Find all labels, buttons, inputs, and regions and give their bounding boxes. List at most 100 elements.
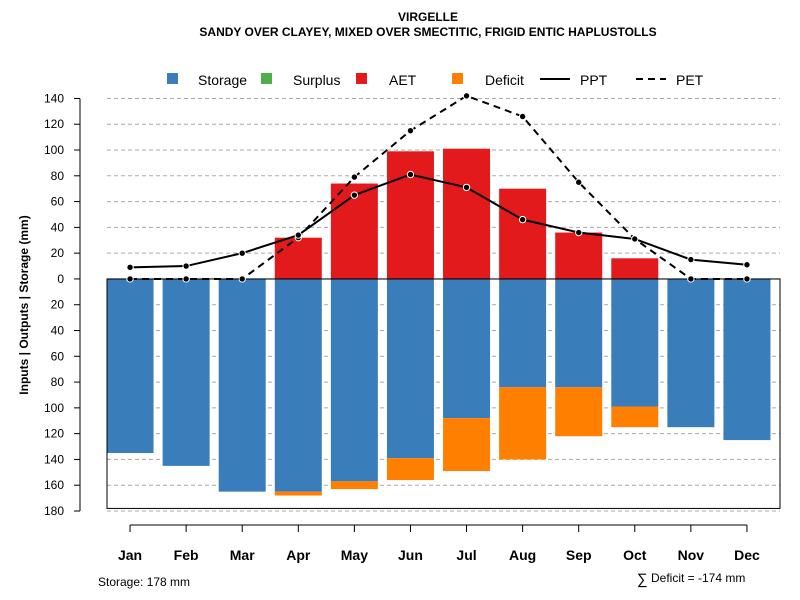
storage-bar xyxy=(667,278,715,428)
deficit-bar xyxy=(555,387,603,437)
storage-bar xyxy=(218,278,266,492)
ppt-line-point xyxy=(631,235,639,243)
storage-bar xyxy=(274,278,322,492)
y-tick-label: 140 xyxy=(44,91,64,105)
y-tick-label: 120 xyxy=(44,117,64,131)
pet-line-point xyxy=(182,275,190,283)
x-tick-label: May xyxy=(341,547,368,563)
legend-label-deficit: Deficit xyxy=(485,72,524,88)
y-tick-label: 20 xyxy=(51,246,65,260)
deficit-bar xyxy=(330,481,378,490)
aet-bar xyxy=(386,151,434,279)
aet-bar xyxy=(274,237,322,279)
legend-label-aet: AET xyxy=(389,72,417,88)
legend-swatch-deficit xyxy=(452,73,463,84)
legend-label-ppt: PPT xyxy=(580,72,608,88)
storage-bar xyxy=(611,278,659,407)
storage-bar xyxy=(106,278,154,453)
legend-swatch-surplus xyxy=(261,73,272,84)
pet-line-point xyxy=(743,275,751,283)
storage-bar xyxy=(555,278,603,388)
pet-line-point xyxy=(406,126,415,135)
y-axis-label: Inputs | Outputs | Storage (mm) xyxy=(17,215,31,394)
y-tick-label: 180 xyxy=(44,504,64,518)
storage-bar xyxy=(162,278,210,466)
y-tick-label: 120 xyxy=(44,427,64,441)
y-tick-label: 20 xyxy=(51,298,65,312)
legend-label-surplus: Surplus xyxy=(293,72,340,88)
x-tick-label: Nov xyxy=(678,547,705,563)
ppt-line-point xyxy=(182,262,190,270)
y-tick-label: 40 xyxy=(51,220,65,234)
ppt-line-point xyxy=(575,228,583,237)
pet-line-point xyxy=(350,173,359,181)
storage-bar xyxy=(330,278,378,482)
y-tick-label: 100 xyxy=(44,143,64,157)
pet-line xyxy=(130,94,747,280)
bars xyxy=(106,148,771,496)
storage-annotation: Storage: 178 mm xyxy=(98,575,190,589)
y-tick-label: 0 xyxy=(57,272,64,286)
legend-swatch-aet xyxy=(356,73,367,84)
deficit-annotation: Deficit = -174 mm xyxy=(651,571,745,585)
y-tick-label: 80 xyxy=(51,375,65,389)
aet-bar xyxy=(611,258,659,279)
pet-line-point xyxy=(126,275,134,283)
x-tick-label: Sep xyxy=(566,547,592,563)
y-tick-label: 100 xyxy=(44,401,64,415)
x-tick-label: Feb xyxy=(174,547,199,563)
ppt-line-point xyxy=(462,183,471,192)
ppt-line-point xyxy=(406,170,415,179)
ppt-line-point xyxy=(126,263,134,272)
y-tick-label: 60 xyxy=(51,349,65,363)
chart-title: VIRGELLE xyxy=(398,10,458,24)
x-tick-label: Jun xyxy=(398,547,423,563)
plot-frame xyxy=(106,278,781,509)
pet-line-point xyxy=(575,178,583,186)
storage-bar xyxy=(499,278,547,388)
legend-label-storage: Storage xyxy=(198,72,247,88)
deficit-bar xyxy=(443,418,491,472)
aet-bar xyxy=(330,183,378,279)
pet-line-point xyxy=(238,275,246,283)
chart-subtitle: SANDY OVER CLAYEY, MIXED OVER SMECTITIC,… xyxy=(199,25,656,39)
storage-bar xyxy=(386,278,434,459)
ppt-line xyxy=(130,173,748,269)
y-tick-label: 60 xyxy=(51,195,65,209)
pet-line-point xyxy=(687,275,695,283)
pet-line-point xyxy=(518,112,527,121)
y-axis: 140 120 100 80 60 40 20 0 20 40 60 80 100 120 140 160 18… xyxy=(44,91,81,518)
y-tick-label: 80 xyxy=(51,169,65,183)
pet-line-point xyxy=(462,92,471,100)
aet-bar xyxy=(555,232,603,279)
x-tick-label: Aug xyxy=(509,547,536,563)
legend: Storage Surplus AET Deficit PPT PET xyxy=(167,72,704,88)
y-tick-label: 40 xyxy=(51,324,65,338)
x-tick-label: Jan xyxy=(118,547,142,563)
deficit-bar xyxy=(499,387,547,460)
deficit-bar xyxy=(274,491,322,496)
x-tick-label: Apr xyxy=(286,547,311,563)
deficit-bar xyxy=(611,406,659,428)
x-tick-label: Mar xyxy=(230,547,255,563)
x-tick-label: Dec xyxy=(734,547,760,563)
ppt-line-point xyxy=(687,255,695,264)
ppt-line-point xyxy=(238,249,246,257)
deficit-bar xyxy=(386,458,434,481)
legend-swatch-storage xyxy=(167,73,178,84)
y-tick-label: 140 xyxy=(44,452,64,466)
aet-bar xyxy=(443,148,491,279)
x-axis: Jan Feb Mar Apr May Jun Jul Aug Sep Oct Nov Dec xyxy=(118,524,760,563)
ppt-line-point xyxy=(743,261,751,269)
x-tick-label: Oct xyxy=(623,547,647,563)
x-tick-label: Jul xyxy=(456,547,476,563)
series-lines xyxy=(126,92,751,283)
y-tick-label: 160 xyxy=(44,478,64,492)
aet-bar xyxy=(499,188,547,279)
storage-bar xyxy=(723,278,771,441)
sum-symbol-icon: ∑ xyxy=(637,571,648,588)
ppt-line-point xyxy=(294,231,302,239)
ppt-line-point xyxy=(350,191,359,199)
legend-label-pet: PET xyxy=(676,72,704,88)
